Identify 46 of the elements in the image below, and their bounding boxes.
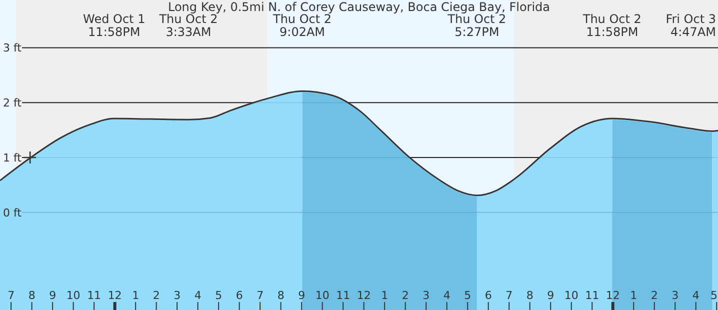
x-tick-label: 9 [49,289,56,302]
x-tick-label: 9 [298,289,306,302]
x-tick-label: 6 [484,289,492,302]
x-tick-label: 4 [194,289,202,302]
x-tick-label: 10 [66,289,80,302]
x-tick-label: 8 [28,289,36,302]
x-tick-label: 12 [356,289,371,302]
annotation: Thu Oct 2 11:58PM [582,12,642,39]
x-tick-label: 7 [256,289,264,302]
x-tick-label: 11 [585,289,600,302]
x-tick-label: 12 [108,289,122,302]
x-tick-label: 11 [87,289,102,302]
x-tick-label: 1 [381,289,388,302]
y-tick-label: 2 ft [3,96,22,110]
chart-title: Long Key, 0.5mi N. of Corey Causeway, Boca Ciega Bay, Florida [168,0,550,14]
x-tick-label: 7 [506,289,513,302]
x-tick-label: 8 [277,289,284,302]
x-tick-label: 3 [174,289,181,302]
y-tick-label: 3 ft [3,42,22,55]
annotation: Thu Oct 2 5:27PM [446,12,506,39]
annotation: Thu Oct 2 3:33AM [158,12,218,39]
x-tick-label: 12 [606,289,620,302]
annotation: Wed Oct 1 11:58PM [83,12,146,39]
x-tick-label: 1 [132,289,140,302]
y-tick-label: 1 ft [3,151,22,164]
x-tick-label: 8 [526,289,534,302]
x-tick-label: 4 [692,289,700,302]
x-tick-label: 7 [8,289,15,302]
x-tick-label: 5 [464,289,472,302]
x-tick-label: 11 [336,289,350,302]
x-tick-label: 5 [215,289,222,302]
x-tick-label: 2 [152,289,160,302]
annotation: Thu Oct 2 9:02AM [272,12,332,39]
x-tick-label: 3 [422,289,430,302]
x-tick-label: 6 [236,289,243,302]
x-tick-label: 3 [672,289,679,302]
x-tick-label: 4 [443,289,450,302]
x-tick-label: 1 [630,289,638,302]
x-tick-label: 2 [650,289,658,302]
x-tick-label: 10 [564,289,578,302]
x-tick-label: 10 [315,289,330,302]
x-tick-label: 9 [547,289,554,302]
x-tick-label: 2 [402,289,409,302]
y-tick-label: 0 ft [3,206,22,220]
annotation: Fri Oct 3 4:47AM [666,12,716,39]
x-tick-label: 5 [710,289,718,302]
